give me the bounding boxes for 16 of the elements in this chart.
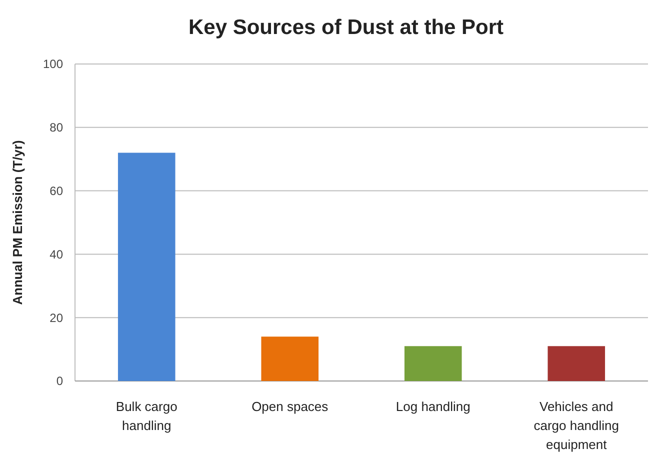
y-tick-label: 100 bbox=[42, 57, 64, 72]
chart-title: Key Sources of Dust at the Port bbox=[188, 16, 504, 39]
x-tick-label: Open spaces bbox=[252, 399, 329, 414]
y-tick-label: 0 bbox=[56, 374, 64, 388]
bar bbox=[118, 152, 176, 381]
y-tick-label: 40 bbox=[50, 247, 64, 262]
y-tick-label: 60 bbox=[50, 184, 64, 198]
y-tick-label: 20 bbox=[50, 310, 64, 325]
x-tick-label: Log handling bbox=[396, 399, 470, 414]
bar bbox=[548, 346, 606, 381]
y-axis-title: Annual PM Emission (T/yr) bbox=[10, 140, 25, 305]
bar bbox=[404, 346, 462, 381]
x-tick-label: Bulk cargo handling bbox=[116, 399, 178, 433]
x-tick-label: Vehicles and cargo handling equipment bbox=[534, 399, 620, 452]
y-tick-label: 80 bbox=[50, 120, 64, 135]
bar bbox=[261, 336, 319, 381]
